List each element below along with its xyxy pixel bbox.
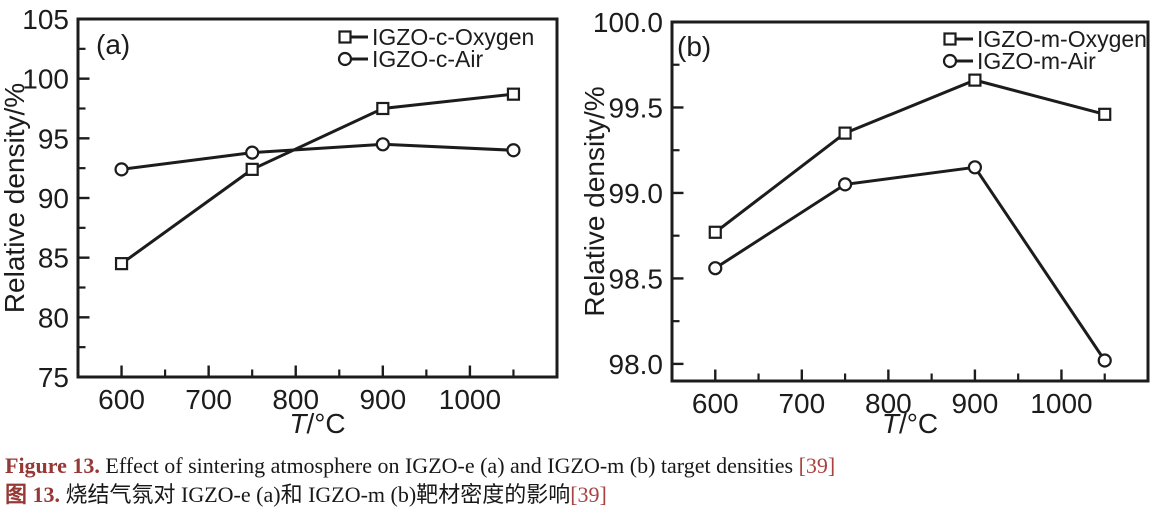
caption-line-zh: 图 13. 烧结气氛对 IGZO-e (a)和 IGZO-m (b)靶材密度的影… [5, 480, 1155, 509]
data-point-IGZO-m-Air [708, 261, 723, 276]
data-point-IGZO-m-Oxygen [838, 126, 852, 140]
y-tick-label: 100 [22, 64, 69, 95]
series-line-IGZO-c-Air [121, 142, 514, 171]
x-tick-label: 900 [952, 388, 999, 419]
y-axis-label: Relative density/% [580, 86, 610, 316]
data-point-IGZO-c-Air [245, 145, 260, 160]
data-point-IGZO-m-Air [837, 177, 853, 192]
plot-frame [76, 17, 559, 379]
y-tick-label: 95 [38, 123, 69, 154]
x-tick-label: 700 [185, 384, 232, 415]
data-point-IGZO-m-Air [1097, 353, 1112, 368]
caption-zh-text: 烧结气氛对 IGZO-e (a)和 IGZO-m (b)靶材密度的影响 [60, 482, 571, 507]
y-tick-label: 98.0 [609, 349, 664, 380]
data-point-IGZO-c-Oxygen [506, 87, 521, 101]
caption-en-ref: [39] [798, 453, 836, 478]
panel-label: (a) [96, 29, 130, 60]
legend-label: IGZO-m-Air [977, 48, 1096, 74]
legend-marker-circle [337, 51, 353, 67]
data-point-IGZO-c-Oxygen [245, 162, 259, 176]
legend-marker-square [943, 32, 957, 46]
x-tick-label: 1000 [1030, 388, 1092, 419]
y-tick-label: 80 [38, 302, 69, 333]
y-tick-label: 90 [38, 183, 69, 214]
x-axis-label: T/°C [882, 408, 938, 439]
x-tick-label: 800 [272, 384, 319, 415]
data-point-IGZO-c-Air [114, 162, 129, 177]
legend-marker-circle [942, 53, 958, 69]
y-tick-label: 75 [38, 362, 69, 393]
panel-b: 600 700 800 900 1000 98.0 98.5 99.0 99.5 100.0 IGZ… [579, 0, 1161, 445]
data-point-IGZO-c-Air [506, 143, 521, 158]
y-tick-label: 99.0 [609, 178, 664, 209]
data-point-IGZO-m-Oxygen [1098, 107, 1112, 121]
x-tick-label: 600 [98, 384, 145, 415]
x-tick-label: 900 [359, 384, 406, 415]
y-tick-label: 85 [38, 243, 69, 274]
y-tick-label: 99.5 [609, 92, 664, 123]
chart-b-svg: 600 700 800 900 1000 98.0 98.5 99.0 99.5 100.0 IGZ… [579, 7, 1150, 439]
data-point-IGZO-m-Oxygen [708, 225, 722, 239]
panel-a: 600 700 800 900 1000 75 80 85 90 95 100 105 IGZO-c-O… [0, 0, 580, 445]
series-line-IGZO-c-Oxygen [120, 92, 514, 265]
data-point-IGZO-c-Oxygen [114, 257, 129, 271]
series-line-IGZO-m-Air [714, 165, 1106, 362]
legend-label: IGZO-c-Oxygen [372, 24, 534, 50]
caption-en-label: Figure 13. [5, 453, 100, 478]
data-point-IGZO-m-Oxygen [968, 73, 982, 87]
caption-line-en: Figure 13. Effect of sintering atmospher… [5, 451, 1155, 480]
data-point-IGZO-c-Air [375, 137, 390, 152]
x-tick-label: 1000 [439, 384, 501, 415]
plot-frame [670, 20, 1150, 383]
y-tick-label: 98.5 [609, 263, 664, 294]
series-line-IGZO-m-Oxygen [714, 78, 1106, 234]
caption-zh-ref: [39] [570, 482, 607, 507]
legend-label: IGZO-m-Oxygen [977, 26, 1147, 52]
data-point-IGZO-c-Oxygen [376, 101, 390, 116]
x-tick-label: 800 [865, 388, 912, 419]
y-tick-label: 100.0 [593, 7, 663, 38]
y-axis-label: Relative density/% [0, 83, 30, 313]
x-tick-label: 700 [778, 388, 825, 419]
data-point-IGZO-m-Air [967, 160, 983, 175]
caption-zh-label: 图 13. [5, 482, 61, 507]
caption-en-text: Effect of sintering atmosphere on IGZO-e… [99, 453, 799, 478]
legend-marker-square [338, 30, 352, 44]
x-tick-label: 600 [692, 388, 739, 419]
x-axis-label: T/°C [289, 408, 345, 439]
legend-label: IGZO-c-Air [372, 46, 483, 72]
panel-label: (b) [677, 31, 711, 62]
y-tick-label: 105 [22, 4, 69, 35]
chart-a-svg: 600 700 800 900 1000 75 80 85 90 95 100 105 IGZO-c-O… [0, 4, 559, 439]
figure-caption: Figure 13. Effect of sintering atmospher… [5, 451, 1155, 509]
figure-charts-row: 600 700 800 900 1000 75 80 85 90 95 100 105 IGZO-c-O… [0, 0, 1161, 445]
